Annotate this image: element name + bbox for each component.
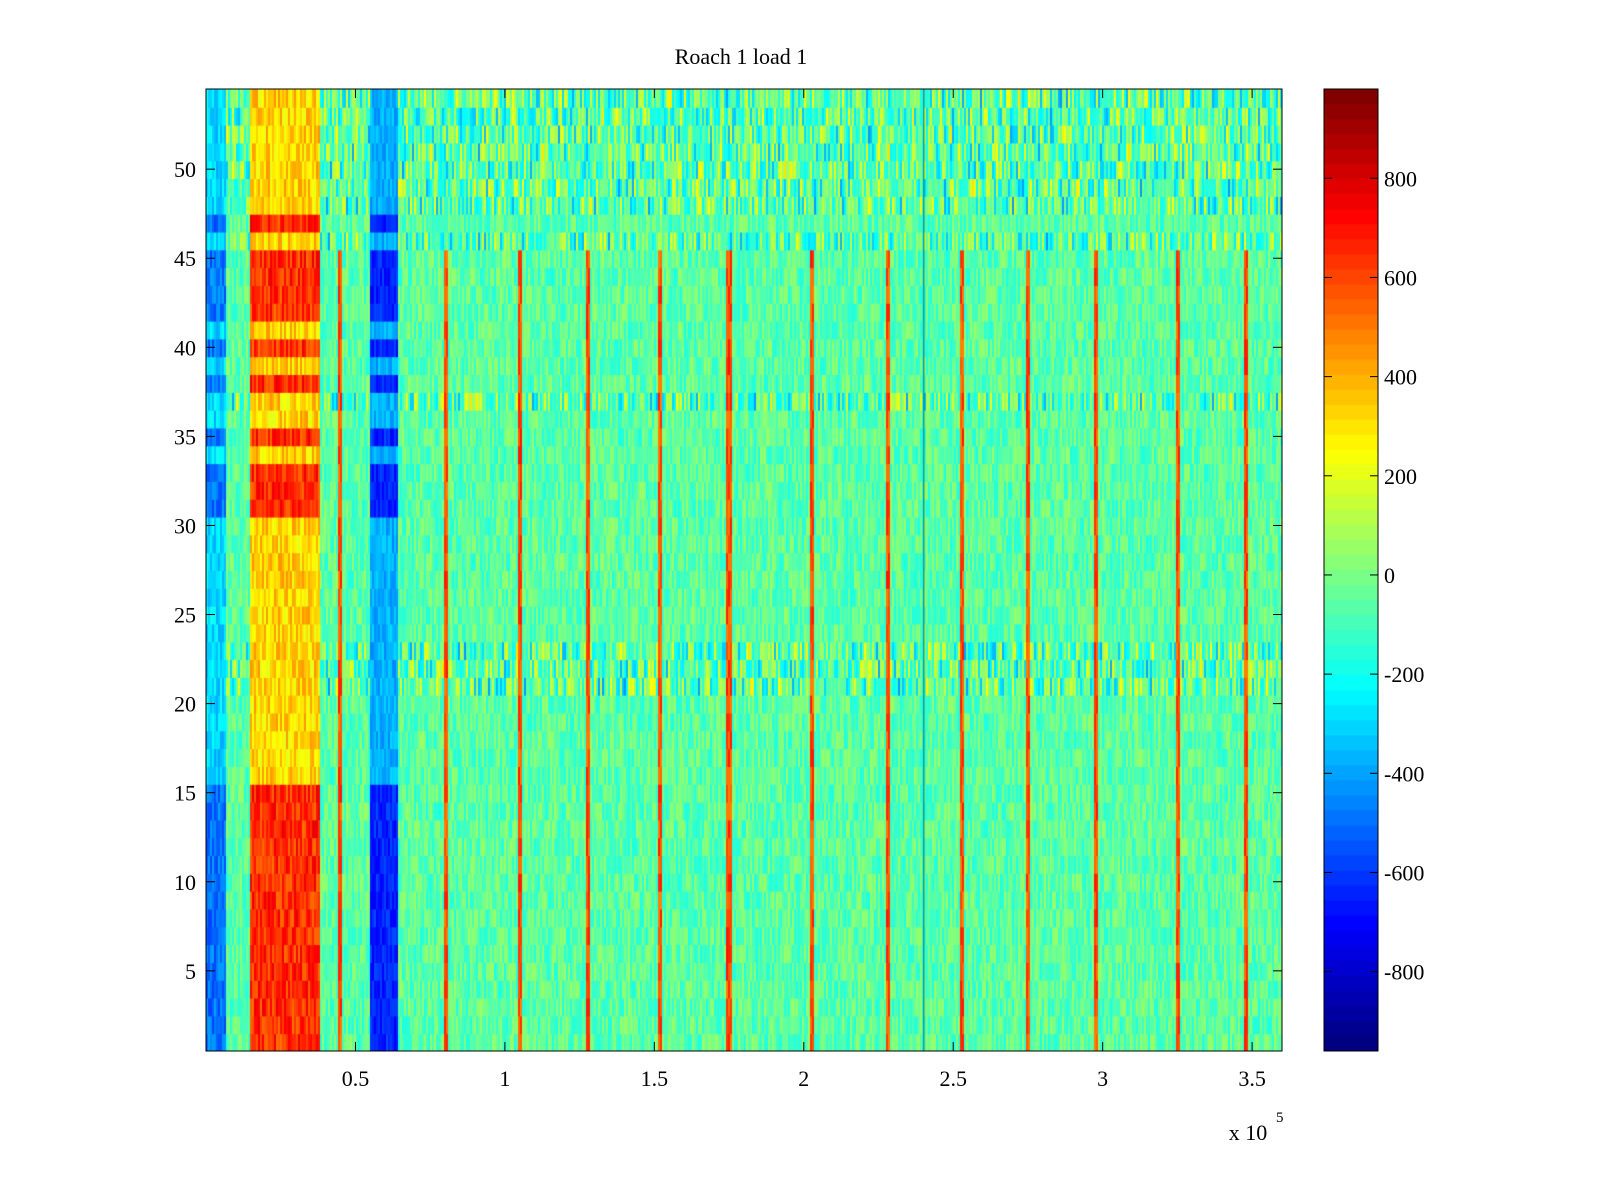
- x-tick-label: 3: [1097, 1066, 1108, 1091]
- plot-area: [205, 88, 1283, 1052]
- y-tick-label: 35: [174, 424, 196, 449]
- y-tick-label: 25: [174, 603, 196, 628]
- x-exponent: x 10 5: [1229, 1110, 1284, 1145]
- y-tick-label: 30: [174, 513, 196, 538]
- y-tick-label: 10: [174, 870, 196, 895]
- x-exponent-label: x 10: [1229, 1120, 1268, 1145]
- colorbar-tick-label: -200: [1384, 662, 1424, 687]
- y-tick-label: 40: [174, 335, 196, 360]
- plot-frame: [205, 88, 1283, 1052]
- x-tick-label: 1: [499, 1066, 510, 1091]
- x-tick-label: 3.5: [1238, 1066, 1266, 1091]
- y-tick-label: 15: [174, 781, 196, 806]
- y-tick-label: 45: [174, 246, 196, 271]
- colorbar-tick-label: 800: [1384, 166, 1417, 191]
- colorbar-tick-label: -600: [1384, 860, 1424, 885]
- colorbar-tick-label: 600: [1384, 265, 1417, 290]
- x-exponent-power: 5: [1276, 1110, 1284, 1126]
- y-tick-label: 20: [174, 692, 196, 717]
- colorbar-tick-label: -400: [1384, 761, 1424, 786]
- colorbar-tick-label: 400: [1384, 365, 1417, 390]
- colorbar-frame: [1323, 88, 1379, 1052]
- x-axis: 0.5 1 1.5 2 2.5 3 3.5: [342, 89, 1266, 1091]
- x-tick-label: 2.5: [939, 1066, 967, 1091]
- x-tick-label: 1.5: [641, 1066, 669, 1091]
- x-tick-label: 0.5: [342, 1066, 370, 1091]
- y-axis: 5 10 15 20 25 30 35 40 45 50: [174, 157, 1282, 984]
- heatmap-cells: [206, 89, 1282, 1051]
- colorbar: -800 -600 -400 -200 0 200 400 600 800: [1323, 88, 1424, 1052]
- colorbar-gradient: [1324, 89, 1378, 1051]
- y-tick-label: 5: [185, 959, 196, 984]
- colorbar-ticks: -800 -600 -400 -200 0 200 400 600 800: [1324, 166, 1424, 985]
- colorbar-tick-label: 0: [1384, 563, 1395, 588]
- x-tick-label: 2: [798, 1066, 809, 1091]
- chart-title: Roach 1 load 1: [675, 44, 808, 69]
- y-tick-label: 50: [174, 157, 196, 182]
- colorbar-tick-label: 200: [1384, 464, 1417, 489]
- colorbar-tick-label: -800: [1384, 960, 1424, 985]
